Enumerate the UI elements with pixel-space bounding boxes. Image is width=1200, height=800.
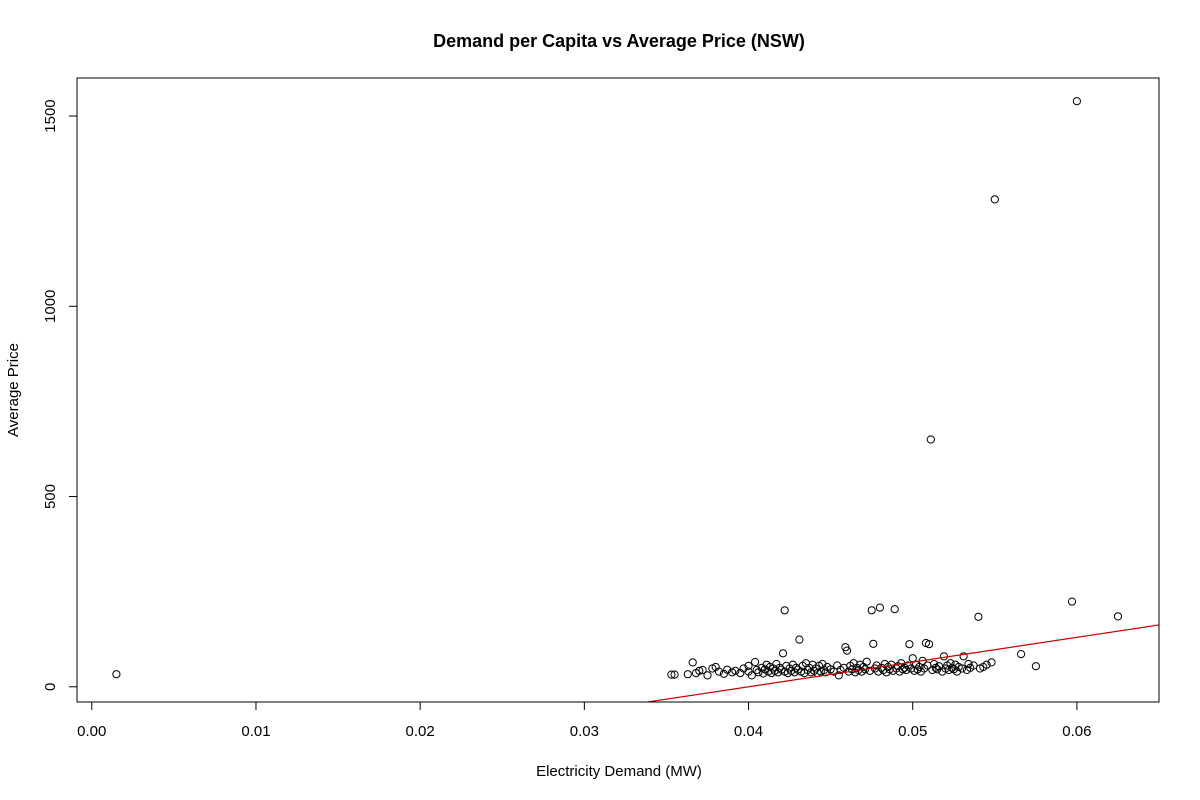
data-point bbox=[759, 669, 768, 678]
data-point bbox=[905, 640, 914, 649]
data-point bbox=[744, 661, 753, 671]
data-point bbox=[957, 664, 967, 673]
x-axis: 0.00 0.01 0.02 0.03 0.04 0.05 0.06 bbox=[77, 701, 1092, 740]
data-point bbox=[688, 658, 697, 667]
data-point bbox=[867, 606, 876, 615]
data-point bbox=[752, 665, 761, 675]
data-point bbox=[939, 652, 949, 661]
data-point bbox=[987, 658, 996, 667]
data-point bbox=[778, 649, 788, 658]
data-point bbox=[865, 666, 875, 675]
x-tick-label: 0.02 bbox=[406, 723, 435, 740]
y-tick-label: 500 bbox=[42, 484, 59, 509]
data-point bbox=[959, 652, 968, 661]
data-point bbox=[1017, 650, 1026, 659]
data-point bbox=[842, 646, 852, 655]
data-point bbox=[695, 666, 704, 675]
data-point bbox=[875, 603, 885, 612]
data-point bbox=[915, 662, 924, 672]
data-point bbox=[926, 435, 935, 444]
y-tick-label: 0 bbox=[42, 683, 59, 691]
data-point bbox=[795, 635, 804, 644]
data-point bbox=[1031, 662, 1041, 671]
y-tick-label: 1000 bbox=[42, 290, 59, 323]
x-axis-label: Electricity Demand (MW) bbox=[536, 763, 702, 780]
data-point bbox=[703, 671, 712, 680]
data-point bbox=[964, 659, 973, 669]
data-point bbox=[683, 670, 692, 679]
x-tick-label: 0.01 bbox=[241, 723, 270, 740]
data-point bbox=[723, 665, 732, 674]
data-point bbox=[667, 670, 676, 679]
regression-line bbox=[643, 624, 1159, 702]
data-point bbox=[902, 665, 911, 675]
data-point bbox=[946, 659, 955, 668]
plot-frame bbox=[76, 77, 1160, 703]
data-point bbox=[780, 606, 789, 615]
x-tick-label: 0.03 bbox=[570, 723, 599, 740]
data-point bbox=[747, 671, 756, 680]
data-point bbox=[1113, 612, 1123, 621]
data-point bbox=[698, 665, 707, 675]
x-tick-label: 0.06 bbox=[1062, 723, 1091, 740]
data-point bbox=[890, 605, 899, 614]
data-point bbox=[862, 657, 871, 666]
data-point bbox=[974, 612, 983, 621]
chart-title: Demand per Capita vs Average Price (NSW) bbox=[433, 31, 805, 51]
y-tick-label: 1500 bbox=[42, 99, 59, 132]
x-tick-label: 0.05 bbox=[898, 723, 927, 740]
x-tick-label: 0.00 bbox=[77, 723, 106, 740]
data-point bbox=[872, 661, 881, 670]
data-point bbox=[925, 640, 934, 649]
fit-line bbox=[643, 624, 1159, 702]
data-point bbox=[670, 670, 679, 679]
data-points bbox=[112, 97, 1123, 680]
data-point bbox=[1072, 97, 1082, 106]
data-point bbox=[1067, 597, 1077, 606]
data-point bbox=[714, 667, 724, 676]
data-point bbox=[751, 657, 760, 667]
data-point bbox=[990, 195, 999, 204]
data-point bbox=[834, 671, 843, 680]
data-point bbox=[731, 666, 740, 675]
data-point bbox=[982, 660, 991, 669]
data-point bbox=[869, 639, 878, 648]
y-axis-label: Average Price bbox=[5, 343, 22, 437]
y-axis: 0 500 1000 1500 bbox=[42, 99, 78, 691]
x-tick-label: 0.04 bbox=[734, 723, 763, 740]
data-point bbox=[112, 670, 121, 679]
data-point bbox=[969, 661, 978, 670]
